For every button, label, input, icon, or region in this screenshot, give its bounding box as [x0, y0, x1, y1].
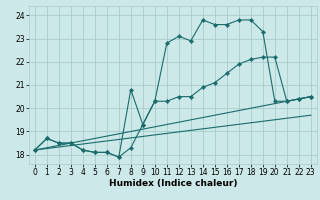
X-axis label: Humidex (Indice chaleur): Humidex (Indice chaleur)	[108, 179, 237, 188]
